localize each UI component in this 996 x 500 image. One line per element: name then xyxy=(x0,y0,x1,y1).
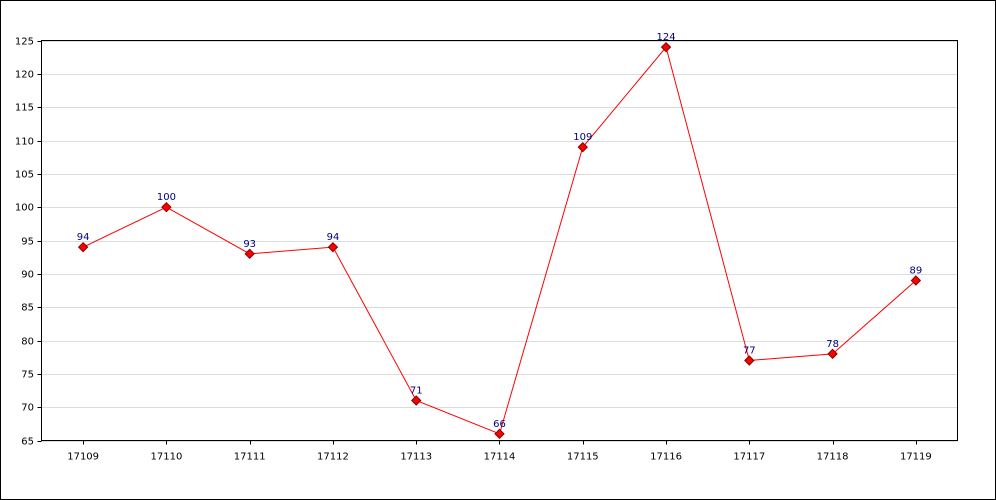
marker xyxy=(411,395,422,406)
x-tick-label: 17119 xyxy=(900,452,932,463)
data-label: 71 xyxy=(410,386,423,397)
marker xyxy=(77,241,89,253)
x-tick-label: 17113 xyxy=(400,452,432,463)
y-tick-label: 70 xyxy=(21,403,34,414)
y-tick-label: 110 xyxy=(15,137,34,148)
marker xyxy=(244,248,255,260)
marker xyxy=(910,275,922,286)
data-label: 94 xyxy=(77,232,90,243)
x-tick-label: 17111 xyxy=(234,452,266,463)
y-tick-label: 100 xyxy=(15,203,34,214)
y-tick-label: 105 xyxy=(15,170,34,181)
x-tick-label: 17114 xyxy=(484,452,516,463)
x-tick-label: 17110 xyxy=(151,452,183,463)
x-tick-label: 17118 xyxy=(817,452,849,463)
y-tick-label: 65 xyxy=(21,437,34,448)
data-label: 89 xyxy=(909,266,922,277)
y-tick-label: 95 xyxy=(21,237,34,248)
data-label: 93 xyxy=(243,239,256,250)
y-tick-label: 90 xyxy=(21,270,34,281)
marker xyxy=(494,428,505,440)
y-tick-label: 85 xyxy=(21,303,34,314)
x-tick-label: 17115 xyxy=(567,452,599,463)
data-label: 109 xyxy=(573,132,592,143)
data-label: 66 xyxy=(493,419,506,430)
x-tick-label: 17109 xyxy=(67,452,99,463)
y-tick-label: 75 xyxy=(21,370,34,381)
data-label: 124 xyxy=(656,32,675,43)
marker xyxy=(327,241,339,253)
x-tick-label: 17116 xyxy=(650,452,682,463)
marker xyxy=(827,348,838,360)
y-tick-label: 115 xyxy=(15,103,34,114)
data-label: 78 xyxy=(826,339,839,350)
y-tick-label: 125 xyxy=(15,37,34,48)
x-tick-label: 17117 xyxy=(733,452,765,463)
data-label: 94 xyxy=(327,232,340,243)
marker xyxy=(577,141,588,153)
data-label: 77 xyxy=(743,346,756,357)
marker xyxy=(161,201,172,213)
x-tick-label: 17112 xyxy=(317,452,349,463)
marker xyxy=(660,41,672,53)
marker xyxy=(744,355,755,366)
grid xyxy=(41,41,958,442)
y-tick-label: 80 xyxy=(21,337,34,348)
y-tick-label: 120 xyxy=(15,70,34,81)
data-label: 100 xyxy=(157,192,176,203)
